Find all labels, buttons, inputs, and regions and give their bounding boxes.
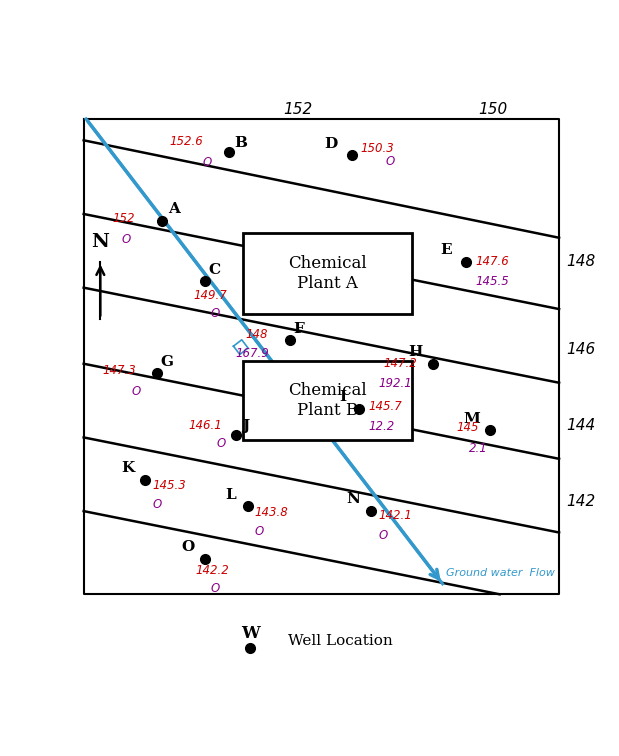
Bar bbox=[243, 361, 412, 440]
Text: G: G bbox=[160, 355, 173, 370]
Text: 148: 148 bbox=[245, 328, 268, 341]
Text: Chemical
Plant B: Chemical Plant B bbox=[288, 383, 366, 419]
Text: 192.1: 192.1 bbox=[378, 377, 412, 390]
Text: L: L bbox=[226, 488, 236, 501]
Text: O: O bbox=[131, 385, 141, 398]
Bar bbox=[243, 233, 412, 314]
Text: K: K bbox=[121, 461, 134, 476]
Text: N: N bbox=[346, 492, 360, 507]
Text: I: I bbox=[339, 390, 347, 404]
Text: 145.7: 145.7 bbox=[368, 400, 402, 413]
Text: J: J bbox=[241, 419, 249, 432]
Text: Well Location: Well Location bbox=[288, 634, 393, 648]
Text: O: O bbox=[210, 581, 220, 595]
Text: 148: 148 bbox=[566, 254, 595, 269]
Text: 152: 152 bbox=[112, 212, 135, 225]
Text: O: O bbox=[217, 437, 226, 450]
Text: O: O bbox=[181, 540, 195, 554]
Text: 144: 144 bbox=[566, 418, 595, 433]
Text: 152.6: 152.6 bbox=[169, 135, 203, 148]
Text: N: N bbox=[92, 233, 110, 251]
Text: B: B bbox=[234, 136, 247, 150]
Text: H: H bbox=[408, 345, 422, 359]
Text: A: A bbox=[168, 203, 180, 216]
Text: 147.2: 147.2 bbox=[383, 358, 417, 370]
Text: 152: 152 bbox=[283, 101, 312, 116]
Text: 142.1: 142.1 bbox=[378, 510, 412, 522]
Text: O: O bbox=[386, 155, 395, 168]
Text: O: O bbox=[255, 525, 264, 538]
Text: 150.3: 150.3 bbox=[361, 142, 394, 156]
Text: M: M bbox=[464, 411, 480, 426]
Text: O: O bbox=[210, 308, 220, 321]
Text: 150: 150 bbox=[478, 101, 507, 116]
Text: W: W bbox=[241, 625, 259, 643]
Text: F: F bbox=[293, 322, 305, 336]
Text: 167.9: 167.9 bbox=[236, 347, 269, 360]
Text: C: C bbox=[209, 263, 220, 277]
Text: D: D bbox=[324, 137, 337, 150]
Text: 146: 146 bbox=[566, 342, 595, 357]
Text: O: O bbox=[122, 233, 131, 246]
Text: O: O bbox=[202, 156, 212, 169]
Text: Chemical
Plant A: Chemical Plant A bbox=[288, 255, 366, 292]
Text: 2.1: 2.1 bbox=[469, 442, 488, 455]
Text: O: O bbox=[153, 498, 162, 511]
Text: 147.6: 147.6 bbox=[475, 255, 509, 268]
Text: 145.3: 145.3 bbox=[153, 479, 186, 492]
Text: 146.1: 146.1 bbox=[188, 419, 222, 432]
Text: 149.7: 149.7 bbox=[193, 290, 227, 302]
Text: Ground water  Flow: Ground water Flow bbox=[446, 569, 555, 578]
Text: 12.2: 12.2 bbox=[368, 420, 394, 433]
Text: 143.8: 143.8 bbox=[255, 506, 288, 519]
Text: 142.2: 142.2 bbox=[196, 564, 229, 577]
Text: 147.3: 147.3 bbox=[103, 364, 136, 377]
Text: E: E bbox=[441, 243, 452, 257]
Text: 142: 142 bbox=[566, 494, 595, 509]
Text: 145.5: 145.5 bbox=[475, 275, 509, 288]
Text: O: O bbox=[378, 529, 387, 542]
Text: 145: 145 bbox=[457, 421, 479, 435]
